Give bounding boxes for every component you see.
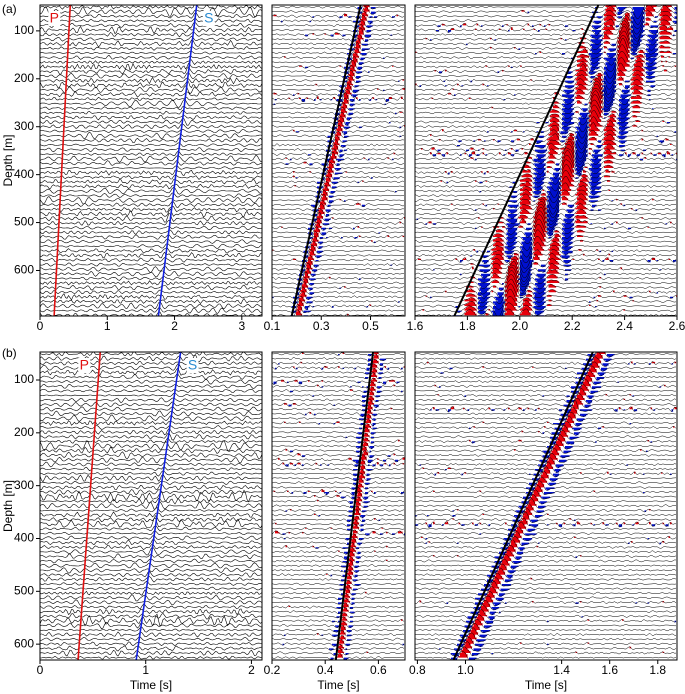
x-tick-label: 2 xyxy=(171,319,178,333)
y-tick-label: 500 xyxy=(14,215,34,229)
pick-label: S xyxy=(188,357,197,373)
x-tick-label: 2 xyxy=(248,663,255,677)
y-tick-label: 100 xyxy=(14,372,34,386)
x-axis-label: Time [s] xyxy=(525,678,567,692)
x-tick-label: 1.8 xyxy=(459,319,476,333)
x-tick-label: 1.0 xyxy=(457,663,474,677)
panel xyxy=(272,5,405,316)
negative-fill xyxy=(416,7,677,316)
x-tick-label: 0.6 xyxy=(370,663,387,677)
y-tick-label: 200 xyxy=(14,425,34,439)
pick-line xyxy=(77,352,102,660)
pick-line xyxy=(334,352,375,660)
frame xyxy=(271,4,406,317)
wiggles xyxy=(415,352,677,660)
x-tick-label: 2.4 xyxy=(616,319,633,333)
x-tick-label: 0.2 xyxy=(264,663,281,677)
pick-line xyxy=(135,352,182,660)
x-tick-label: 2.0 xyxy=(511,319,528,333)
x-tick-label: 0.5 xyxy=(362,319,379,333)
pick-line xyxy=(453,5,600,316)
x-tick-label: 1.6 xyxy=(407,319,424,333)
frame xyxy=(414,351,678,661)
panel xyxy=(272,352,405,660)
x-tick-label: 1.8 xyxy=(649,663,666,677)
pick-label-bg xyxy=(202,11,215,26)
y-tick-label: 600 xyxy=(14,263,34,277)
pick-label: S xyxy=(204,10,213,26)
y-tick-label: 200 xyxy=(14,71,34,85)
wiggles xyxy=(272,352,405,660)
panel xyxy=(415,352,677,660)
y-tick-label: 100 xyxy=(14,23,34,37)
y-tick-label: 400 xyxy=(14,167,34,181)
y-tick-label: 400 xyxy=(14,531,34,545)
pick-label-bg xyxy=(186,358,199,373)
y-tick-label: 300 xyxy=(14,478,34,492)
y-axis-label: Depth [m] xyxy=(1,480,15,532)
pick-label-bg xyxy=(78,358,91,373)
x-tick-label: 0 xyxy=(37,663,44,677)
pick-line xyxy=(157,5,198,316)
pick-line xyxy=(53,5,72,316)
negative-fill xyxy=(415,354,677,660)
x-tick-label: 0.4 xyxy=(317,663,334,677)
panel xyxy=(40,352,262,660)
pick-label-bg xyxy=(48,11,61,26)
pick-line xyxy=(452,352,594,660)
x-tick-label: 0.1 xyxy=(264,319,281,333)
frame xyxy=(39,4,263,317)
pick-label: P xyxy=(50,10,59,26)
wiggles xyxy=(40,352,262,660)
pick-label: P xyxy=(80,357,89,373)
x-axis-label: Time [s] xyxy=(130,678,172,692)
x-tick-label: 1 xyxy=(142,663,149,677)
panel-label: (a) xyxy=(2,2,17,16)
x-tick-label: 2.6 xyxy=(669,319,685,333)
x-tick-label: 0 xyxy=(37,319,44,333)
x-tick-label: 0.8 xyxy=(409,663,426,677)
negative-fill xyxy=(273,354,405,660)
wiggles xyxy=(415,5,677,316)
x-tick-label: 3 xyxy=(238,319,245,333)
frame xyxy=(414,4,678,317)
y-tick-label: 300 xyxy=(14,119,34,133)
x-tick-label: 1.4 xyxy=(553,663,570,677)
wiggles xyxy=(40,5,262,316)
x-tick-label: 1 xyxy=(104,319,111,333)
panel-label: (b) xyxy=(2,346,17,360)
y-tick-label: 600 xyxy=(14,636,34,650)
panel xyxy=(40,5,262,316)
pick-line xyxy=(290,5,362,316)
x-axis-label: Time [s] xyxy=(317,678,359,692)
x-tick-label: 1.6 xyxy=(601,663,618,677)
frame xyxy=(39,351,263,661)
frame xyxy=(271,351,406,661)
panel xyxy=(415,5,677,316)
x-tick-label: 0.3 xyxy=(313,319,330,333)
y-axis-label: Depth [m] xyxy=(1,134,15,186)
x-tick-label: 2.2 xyxy=(564,319,581,333)
y-tick-label: 500 xyxy=(14,583,34,597)
